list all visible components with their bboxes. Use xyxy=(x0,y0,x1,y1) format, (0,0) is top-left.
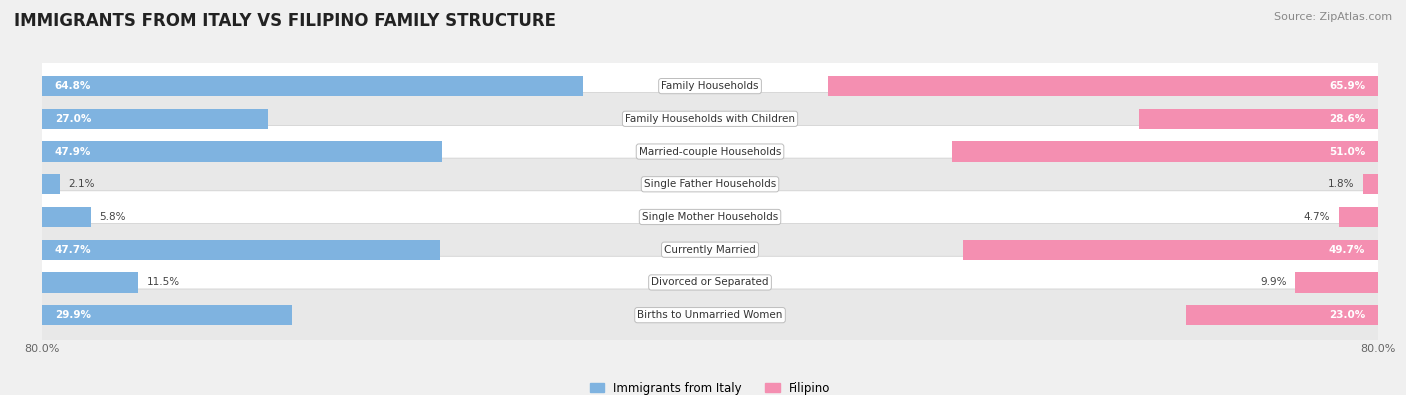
Bar xyxy=(1339,207,1378,227)
FancyBboxPatch shape xyxy=(39,191,1381,243)
FancyBboxPatch shape xyxy=(39,60,1381,112)
Bar xyxy=(952,141,1378,162)
Bar xyxy=(42,240,440,260)
Text: Family Households with Children: Family Households with Children xyxy=(626,114,794,124)
Text: 47.7%: 47.7% xyxy=(55,245,91,255)
Bar xyxy=(1139,109,1378,129)
Text: Single Mother Households: Single Mother Households xyxy=(643,212,778,222)
Text: 4.7%: 4.7% xyxy=(1303,212,1330,222)
FancyBboxPatch shape xyxy=(39,93,1381,145)
Bar xyxy=(1185,305,1378,325)
Text: Married-couple Households: Married-couple Households xyxy=(638,147,782,156)
Text: 1.8%: 1.8% xyxy=(1329,179,1354,189)
Text: 5.8%: 5.8% xyxy=(98,212,125,222)
Text: 49.7%: 49.7% xyxy=(1329,245,1365,255)
Bar xyxy=(828,76,1378,96)
Text: 23.0%: 23.0% xyxy=(1329,310,1365,320)
Text: Divorced or Separated: Divorced or Separated xyxy=(651,277,769,288)
Bar xyxy=(42,141,441,162)
FancyBboxPatch shape xyxy=(39,289,1381,341)
Bar xyxy=(42,76,583,96)
FancyBboxPatch shape xyxy=(39,224,1381,276)
Bar xyxy=(42,109,267,129)
Text: 9.9%: 9.9% xyxy=(1260,277,1286,288)
Text: 27.0%: 27.0% xyxy=(55,114,91,124)
FancyBboxPatch shape xyxy=(39,158,1381,211)
Bar xyxy=(963,240,1378,260)
FancyBboxPatch shape xyxy=(39,125,1381,178)
Bar xyxy=(42,272,138,293)
Bar xyxy=(42,174,59,194)
FancyBboxPatch shape xyxy=(39,256,1381,308)
Text: 11.5%: 11.5% xyxy=(146,277,180,288)
Text: 28.6%: 28.6% xyxy=(1329,114,1365,124)
Text: 2.1%: 2.1% xyxy=(67,179,94,189)
Text: Births to Unmarried Women: Births to Unmarried Women xyxy=(637,310,783,320)
Text: 47.9%: 47.9% xyxy=(55,147,91,156)
Text: 29.9%: 29.9% xyxy=(55,310,91,320)
Text: 65.9%: 65.9% xyxy=(1329,81,1365,91)
Bar xyxy=(42,207,90,227)
Text: Currently Married: Currently Married xyxy=(664,245,756,255)
Text: Family Households: Family Households xyxy=(661,81,759,91)
Bar xyxy=(1362,174,1378,194)
Text: 51.0%: 51.0% xyxy=(1329,147,1365,156)
Legend: Immigrants from Italy, Filipino: Immigrants from Italy, Filipino xyxy=(589,382,831,395)
Text: Single Father Households: Single Father Households xyxy=(644,179,776,189)
Text: IMMIGRANTS FROM ITALY VS FILIPINO FAMILY STRUCTURE: IMMIGRANTS FROM ITALY VS FILIPINO FAMILY… xyxy=(14,12,555,30)
Bar xyxy=(1295,272,1378,293)
Text: 64.8%: 64.8% xyxy=(55,81,91,91)
Text: Source: ZipAtlas.com: Source: ZipAtlas.com xyxy=(1274,12,1392,22)
Bar xyxy=(42,305,292,325)
